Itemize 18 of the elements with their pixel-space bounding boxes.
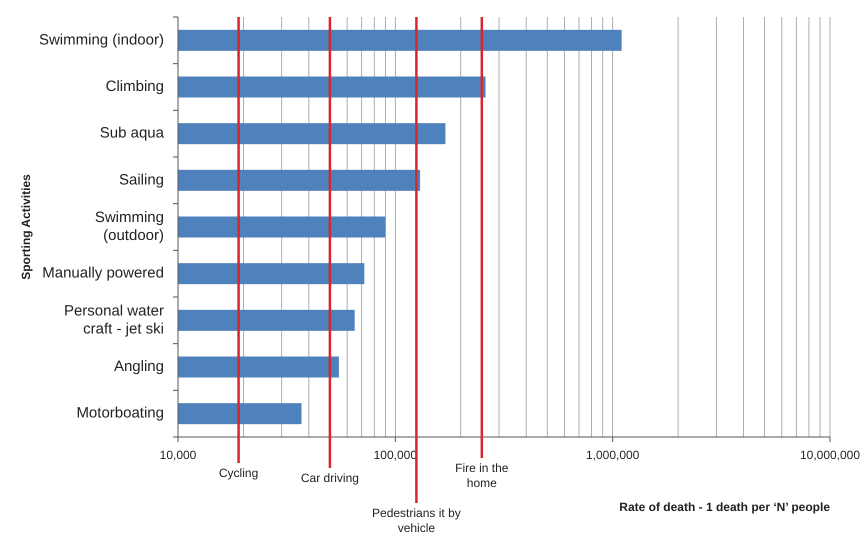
y-tick-label: Motorboating xyxy=(76,404,164,422)
y-tick-label: Personal water craft - jet ski xyxy=(64,302,164,338)
y-tick-label: Sailing xyxy=(118,171,164,188)
x-axis-title: Rate of death - 1 death per ‘N’ people xyxy=(619,500,830,514)
x-tick-label: 10,000 xyxy=(160,448,197,462)
x-tick-label: 10,000,000 xyxy=(800,448,860,462)
y-tick-label: Swimming (indoor) xyxy=(38,31,164,48)
y-tick-label: Climbing xyxy=(106,78,164,95)
ref-line-label: Car driving xyxy=(300,471,359,485)
y-axis-title: Sporting Activities xyxy=(19,174,33,280)
y-tick-label: Sub aqua xyxy=(100,124,165,142)
y-tick-label: Manually powered xyxy=(42,264,164,282)
y-tick-label: Swimming (outdoor) xyxy=(94,208,164,244)
y-tick-label: Angling xyxy=(114,358,164,375)
ref-line-label: Cycling xyxy=(218,466,258,480)
ref-line-label: Pedestrians it by vehicle xyxy=(372,506,461,535)
x-tick-label: 1,000,000 xyxy=(586,448,640,462)
ref-line-label: Fire in the home xyxy=(455,461,509,490)
